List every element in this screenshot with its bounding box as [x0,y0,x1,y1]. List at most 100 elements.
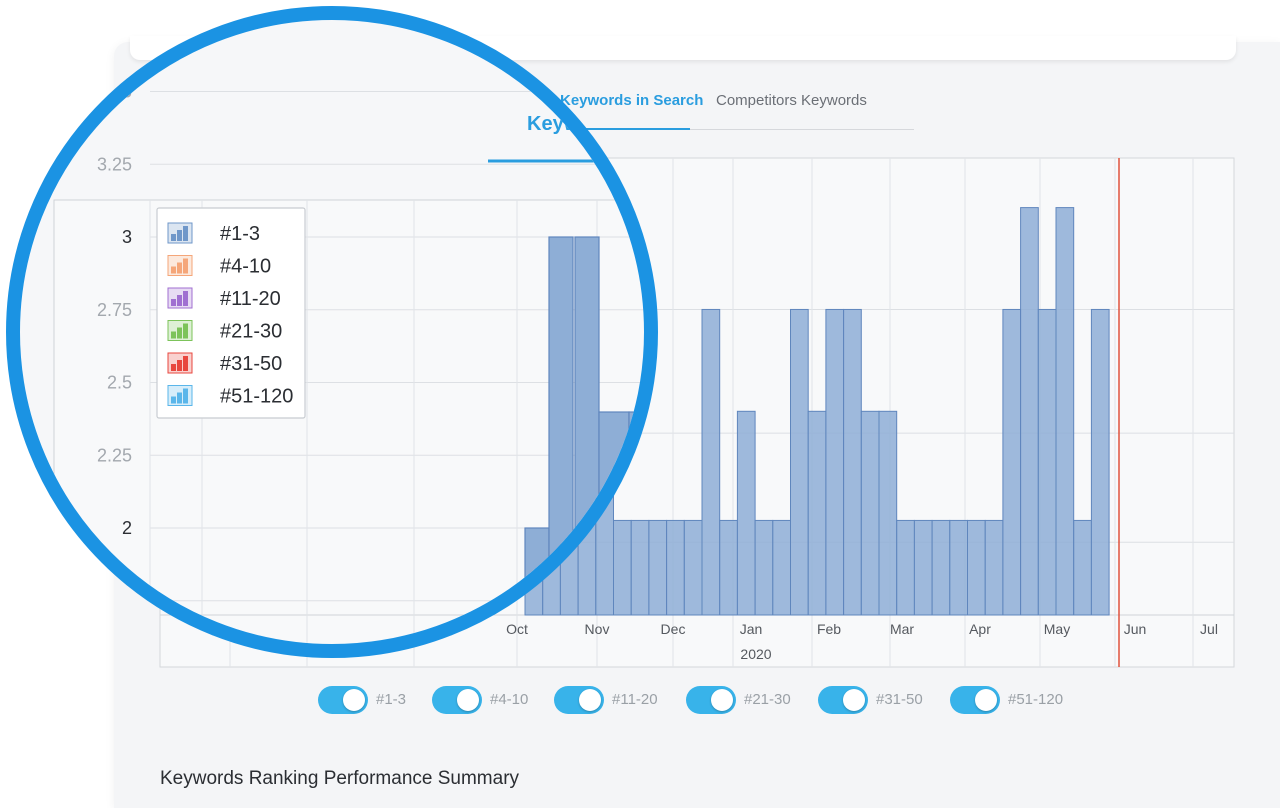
bar [1037,308,1057,616]
legend-swatch-bar [171,266,176,274]
x-tick-label: May [1044,621,1070,637]
legend-label: #51-120 [220,386,293,408]
tab-competitors-label: Competitors Keywords [716,92,867,109]
toggle-label: #1-3 [376,691,407,708]
lens-y-tick-label: 3.75 [97,9,132,29]
bar [913,519,933,616]
legend-swatch-bar [177,295,182,306]
bar [772,519,791,616]
x-tick-label: Feb [817,621,841,637]
summary-title: Keywords Ranking Performance Summary [160,768,520,789]
legend-swatch-bar [183,323,188,339]
toggle-label: #11-20 [612,691,658,708]
tab-bar: Keywords in Search Competitors Keywords [0,0,1280,170]
bar [860,410,880,616]
toggle-label: #21-30 [744,691,791,708]
bar [648,519,668,616]
bar [807,410,827,616]
x-tick-label: Jul [1200,621,1218,637]
toggle-label: #31-50 [876,691,923,708]
switch-track [318,686,368,714]
legend-swatch-bar [177,327,182,339]
switch-knob [843,689,865,711]
legend-box [156,207,306,419]
legend-label: #11-20 [220,288,281,310]
bar [666,519,685,616]
zoom-lens-content: Keyw43.753.53.2532.752.52.2521.75OctNov#… [20,9,644,644]
bar [1073,519,1092,616]
x-tick-label: Dec [661,621,686,637]
legend-swatch-bar [177,360,182,371]
legend-bar-icon [167,352,193,374]
legend-label: #31-50 [220,353,282,375]
bar [1090,308,1110,616]
legend-swatch-bar [177,262,182,274]
x-tick-label: Oct [506,621,528,637]
bar [931,519,951,616]
bar [736,410,756,616]
bar [719,519,738,616]
lens-y-tick-label: 2 [122,518,132,538]
legend-swatch-bar [171,299,176,306]
switch-knob [457,689,479,711]
x-tick-label: Mar [890,621,914,637]
legend-swatch-bar [183,258,188,274]
switch-track [818,686,868,714]
tab-competitors-keywords[interactable]: Competitors Keywords [690,92,914,130]
bar [613,519,632,616]
tab-keywords-label: Keywords in Search [560,92,704,109]
switch-track [686,686,736,714]
x-tick-labels: Oct Nov Dec Jan Feb Mar Apr May Jun Jul [506,621,1218,637]
switch-knob [975,689,997,711]
legend-bar-icon [167,320,193,341]
lens-y-tick-label: 3.25 [97,154,132,174]
switch-track [950,686,1000,714]
lens-y-tick-label: 3.5 [107,82,132,102]
bar [1002,308,1022,616]
lens-y-tick-label: 3 [122,227,132,247]
bar [896,519,915,616]
tab-active-underline [488,128,690,130]
bar [967,519,986,616]
lens-y-tick-label: 1.75 [97,591,132,611]
lens-grid-horizontal [150,91,644,616]
toggle-label: #4-10 [490,691,529,708]
legend-swatch-bar [177,392,182,404]
x-year-label: 2020 [740,646,771,662]
x-tick-label: Nov [585,621,610,637]
legend-bar-icon [167,385,193,406]
legend-bar-icon [167,255,193,276]
legend-bar-icon [167,287,193,309]
bar [843,308,862,616]
legend-swatch-bar [171,331,176,339]
legend-swatch-bar [171,396,176,404]
legend-swatch-bar [183,226,188,241]
bar [701,308,721,616]
bar [1020,207,1039,616]
x-tick-label: Jan [740,621,763,637]
legend-bar-icon [167,222,193,244]
legend-label: #1-3 [220,223,260,245]
legend-swatch-bar [177,230,182,241]
legend-swatch-bar [183,356,188,371]
chart-legend: #1-3 #4-10 #11-20 #21-30 #31-50 #51-120 [156,207,306,419]
bar [754,519,774,616]
lens-y-tick-label: 2.75 [97,300,132,320]
bar [790,308,809,616]
switch-knob [579,689,601,711]
bar [630,519,650,616]
legend-swatch-bar [183,291,188,306]
switch-knob [343,689,365,711]
lens-tab-fragment: Keyw [527,113,580,135]
lens-y-tick-label: 2.5 [107,373,132,393]
toggle-label: #51-120 [1008,691,1064,708]
tab-keywords-in-search[interactable]: Keywords in Search [488,92,703,130]
x-tick-label: Jun [1124,621,1147,637]
lens-y-tick-label: 2.25 [97,445,132,465]
bar [825,308,845,616]
x-tick-label: Apr [969,621,991,637]
legend-swatch-bar [171,364,176,371]
legend-label: #4-10 [220,256,271,278]
legend-label: #21-30 [220,321,282,343]
